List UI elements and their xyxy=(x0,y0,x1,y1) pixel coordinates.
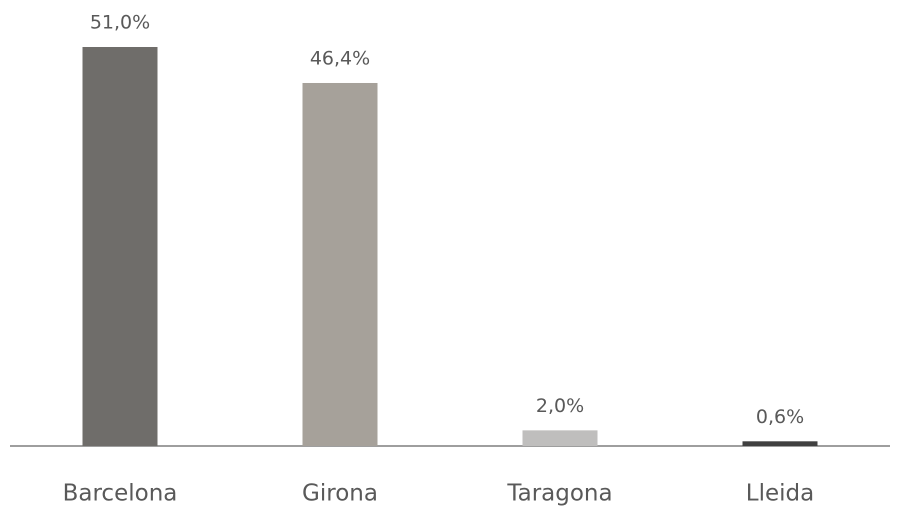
x-tick-label: Taragona xyxy=(506,481,612,507)
bar xyxy=(742,441,818,446)
bar xyxy=(522,430,598,446)
value-label: 51,0% xyxy=(90,12,150,34)
x-tick-label: Lleida xyxy=(746,481,814,507)
value-label: 2,0% xyxy=(536,395,584,417)
value-label: 0,6% xyxy=(756,406,804,428)
x-tick-label: Barcelona xyxy=(63,481,178,507)
bar xyxy=(302,82,378,447)
bar xyxy=(82,47,158,446)
x-tick-label: Girona xyxy=(302,481,378,507)
value-label: 46,4% xyxy=(310,47,370,69)
